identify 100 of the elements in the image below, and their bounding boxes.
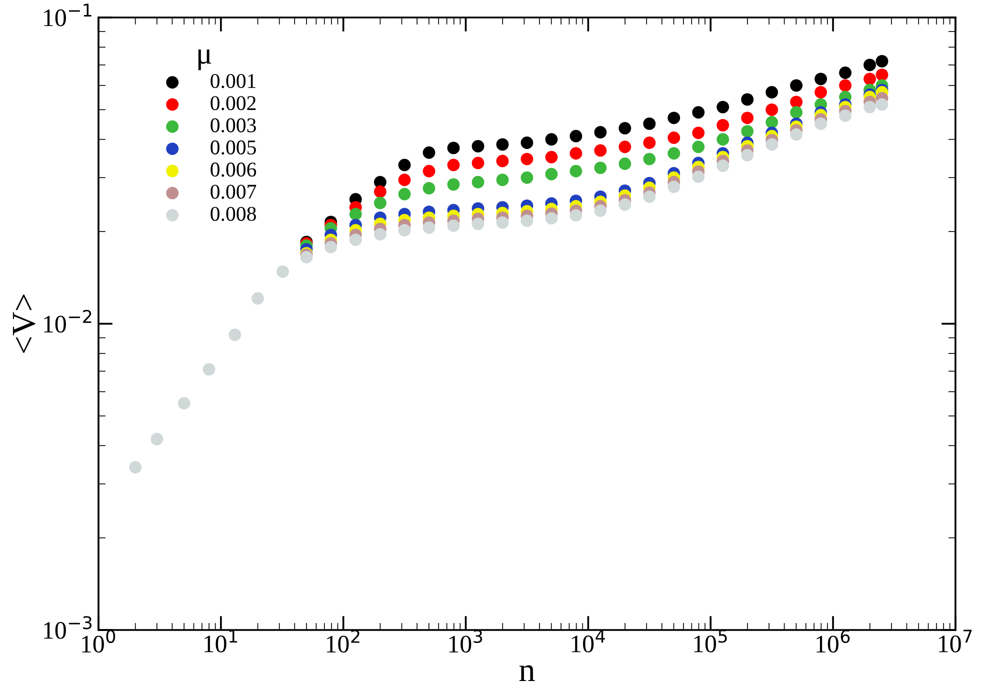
point [766, 86, 778, 98]
point [790, 79, 803, 92]
point [545, 133, 558, 146]
point [496, 154, 509, 168]
legend-label: 0.008 [210, 206, 256, 221]
point [741, 93, 754, 106]
point [741, 112, 754, 124]
point [398, 174, 411, 186]
point [839, 79, 852, 92]
point [276, 265, 289, 278]
point [545, 150, 558, 164]
point [790, 106, 803, 119]
point [864, 58, 876, 72]
point [741, 125, 754, 138]
point [594, 162, 607, 174]
point [422, 221, 436, 234]
legend-label: 0.007 [210, 184, 256, 199]
point [618, 122, 632, 134]
point [472, 218, 484, 230]
x-axis-title: n [519, 665, 535, 681]
point [839, 66, 852, 79]
point [300, 250, 313, 264]
point [570, 164, 582, 178]
point [692, 170, 705, 183]
point [692, 126, 705, 140]
point [496, 138, 509, 151]
point [716, 160, 730, 172]
point [178, 397, 190, 410]
point [668, 112, 680, 124]
point [716, 100, 730, 114]
point [741, 149, 754, 162]
point [398, 158, 411, 172]
point [790, 128, 803, 141]
point [839, 109, 852, 122]
point [766, 138, 778, 151]
point [790, 96, 803, 108]
point [252, 292, 264, 305]
y-axis-title: <V> [12, 294, 36, 353]
point [202, 363, 216, 376]
point [324, 240, 338, 254]
point [643, 190, 656, 203]
point [374, 228, 386, 240]
point [643, 136, 656, 149]
point [447, 158, 460, 172]
point [668, 147, 680, 160]
point [129, 461, 142, 474]
x-tick-label: 10$^{6}$ [816, 630, 850, 653]
point [472, 140, 484, 152]
point [814, 117, 827, 130]
point [520, 136, 534, 149]
y-tick-label: 10$^{−1}$ [44, 4, 92, 26]
point [520, 214, 534, 227]
point [814, 72, 827, 86]
point [570, 209, 582, 222]
point [814, 86, 827, 98]
point [864, 72, 876, 86]
point [398, 224, 411, 236]
point [447, 219, 460, 232]
point [594, 144, 607, 157]
point [668, 180, 680, 194]
point [349, 234, 362, 246]
point [766, 116, 778, 128]
point [668, 132, 680, 144]
point [520, 152, 534, 166]
point [422, 146, 436, 159]
point [643, 152, 656, 166]
point [692, 106, 705, 119]
point [716, 133, 730, 146]
point [618, 140, 632, 154]
point [472, 156, 484, 170]
point [594, 126, 607, 138]
point [570, 147, 582, 160]
legend-label: 0.006 [210, 162, 256, 177]
y-tick-label: 10$^{−2}$ [44, 310, 92, 333]
point [570, 130, 582, 142]
point [520, 171, 534, 184]
legend-label: 0.005 [210, 140, 256, 155]
x-tick-label: 10$^{7}$ [939, 630, 972, 652]
point [447, 178, 460, 191]
point [472, 176, 484, 188]
legend-title: μ [198, 50, 212, 70]
point [545, 212, 558, 224]
point [447, 142, 460, 154]
point [618, 198, 632, 211]
point [496, 174, 509, 186]
point [643, 117, 656, 130]
point [716, 118, 730, 132]
point [618, 158, 632, 170]
point [545, 168, 558, 180]
legend-label: 0.003 [210, 118, 256, 132]
point [374, 196, 386, 210]
point [496, 216, 509, 229]
legend-label: 0.001 [210, 74, 256, 88]
point [374, 185, 386, 198]
point [398, 188, 411, 200]
point [864, 100, 876, 114]
legend-label: 0.002 [210, 96, 256, 110]
point [692, 140, 705, 154]
point [422, 182, 436, 194]
point [594, 204, 607, 217]
